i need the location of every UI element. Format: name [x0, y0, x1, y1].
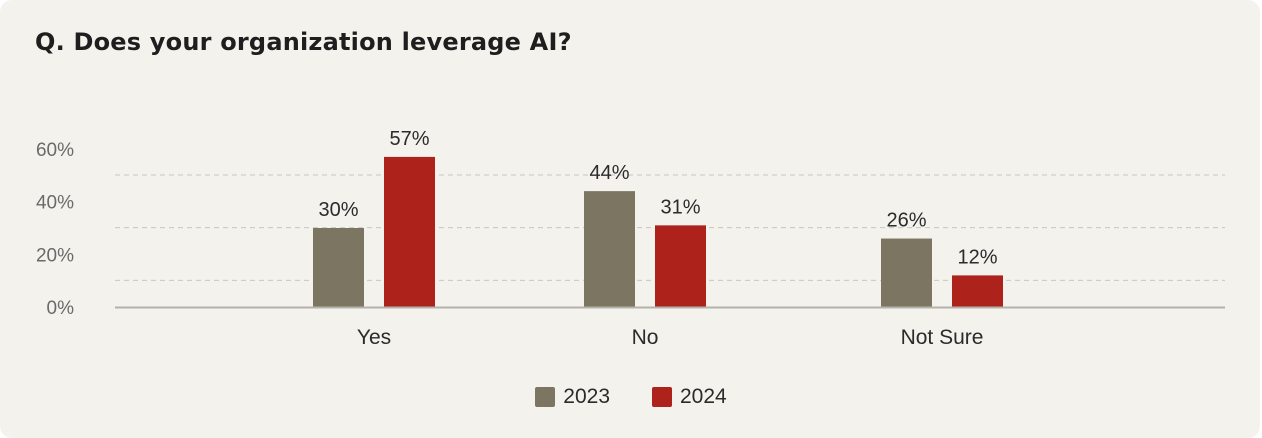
legend-swatch-2023	[535, 387, 556, 407]
legend-label-2023: 2023	[563, 385, 610, 408]
bar-not-sure-2023	[881, 238, 932, 307]
data-label: 12%	[957, 246, 997, 268]
legend-swatch-2024	[652, 387, 672, 407]
y-tick-label: 20%	[36, 245, 74, 266]
y-tick-label: 0%	[47, 298, 75, 319]
x-category-label: Yes	[357, 326, 391, 349]
bar-yes-2024	[384, 156, 435, 307]
y-tick-label: 40%	[36, 193, 74, 214]
bar-yes-2023	[313, 228, 364, 307]
x-axis-categories: Yes No Not Sure	[357, 326, 984, 349]
bars	[313, 156, 1003, 307]
gridlines	[115, 174, 1225, 281]
legend: 2023 2024	[0, 385, 1262, 409]
y-axis-ticks: 0% 20% 40% 60%	[36, 140, 74, 319]
bar-not-sure-2024	[952, 275, 1003, 307]
legend-item-2024: 2024	[652, 385, 727, 409]
data-label: 44%	[589, 162, 629, 184]
bar-no-2024	[655, 225, 706, 307]
bar-no-2023	[584, 191, 635, 307]
legend-item-2023: 2023	[535, 385, 610, 409]
data-labels: 30% 57% 44% 31% 26% 12%	[318, 128, 997, 269]
y-tick-label: 60%	[36, 140, 74, 161]
data-label: 31%	[660, 196, 700, 218]
x-category-label: No	[632, 326, 659, 349]
legend-label-2024: 2024	[680, 385, 727, 408]
chart-title: Q. Does your organization leverage AI?	[35, 28, 572, 56]
x-category-label: Not Sure	[901, 326, 984, 349]
data-label: 57%	[389, 128, 429, 150]
data-label: 26%	[886, 210, 926, 232]
data-label: 30%	[318, 199, 358, 221]
